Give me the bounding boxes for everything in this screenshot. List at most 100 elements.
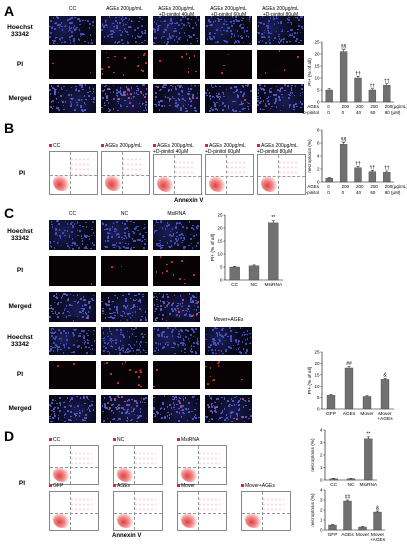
bar <box>268 222 279 281</box>
flow-scatter <box>225 159 247 178</box>
y-axis-label: PI+ (% of all) <box>307 366 313 394</box>
flow-h <box>242 512 290 514</box>
chart-d1: 0 1 2 3 4 necroptosis (%) ** CC NC MsiRNA <box>310 428 378 488</box>
flow-h <box>50 466 98 468</box>
y-tick-label: 0 <box>320 528 323 533</box>
bar <box>368 171 377 183</box>
legend-square-icon <box>257 144 260 148</box>
y-tick-label: 15 <box>217 239 223 244</box>
row-label: Hoechst 33342 <box>7 334 33 348</box>
bar <box>346 478 356 481</box>
bar <box>362 396 372 410</box>
micrograph-image <box>153 327 200 355</box>
y-tick-label: 15 <box>314 372 320 377</box>
bar <box>229 266 240 281</box>
row-label: Merged <box>8 405 32 412</box>
micrograph-image <box>49 361 96 389</box>
y-tick-label: 10 <box>217 252 223 257</box>
flow-blob <box>52 512 70 528</box>
y-tick-label: 10 <box>314 384 320 389</box>
y-tick-label: 0 <box>317 180 320 185</box>
x-tick-label: NC <box>348 482 355 488</box>
y-tick-label: 3 <box>320 498 323 503</box>
x-tick-label: GFP <box>326 411 336 417</box>
flow-v <box>198 446 200 484</box>
flow-h <box>178 466 226 468</box>
panel-letter-b: B <box>4 120 15 136</box>
y-tick-label: 3 <box>320 440 323 445</box>
row-label: Hoechst 33342 <box>7 228 33 242</box>
y-tick-label: 25 <box>314 350 320 355</box>
row-label: Hoechst 33342 <box>7 23 33 38</box>
bar <box>325 89 333 103</box>
column-header: AGEs 200μg/mL <box>106 6 143 12</box>
significance-mark: ## <box>345 495 351 501</box>
micrograph-image <box>101 327 148 355</box>
flow-cytometry-plot <box>205 154 254 195</box>
flow-scatter <box>69 157 91 176</box>
y-tick-label: 0 <box>320 478 323 483</box>
bar <box>354 167 362 183</box>
x-tick-label: CC <box>231 282 238 288</box>
flow-scatter <box>198 496 220 514</box>
flow-plot-title: GFP <box>49 483 63 489</box>
row-label: Merged <box>8 303 32 310</box>
row-label: PI <box>16 60 24 68</box>
flow-scatter <box>262 496 284 514</box>
flow-plot-title: CC <box>49 437 60 443</box>
bar <box>343 500 352 531</box>
x-tick-label: Mover <box>356 532 370 538</box>
significance-mark: ## <box>346 361 352 367</box>
y-tick-label: 20 <box>217 226 223 231</box>
y-tick-label: 25 <box>217 213 223 218</box>
flow-scatter <box>134 496 156 514</box>
micrograph-image <box>205 327 252 355</box>
significance-mark: §§ <box>341 137 347 143</box>
bar <box>358 526 367 531</box>
flow-cytometry-plot <box>177 491 227 531</box>
micrograph-image <box>257 84 304 113</box>
x-tick-label: Mover <box>360 411 374 417</box>
column-header: GFP <box>67 317 78 323</box>
micrograph-image <box>49 256 96 286</box>
flow-v <box>121 152 123 194</box>
flow-scatter <box>121 157 143 176</box>
y-axis-label: necroptosis (%) <box>310 493 316 527</box>
y-tick-label: 4 <box>317 154 320 159</box>
table-cell: 200 <box>356 184 364 189</box>
bar <box>383 172 391 183</box>
chart-c2: 0 5 10 15 20 25 PI+ (% of all) ## & GFP AGEs Mover M… <box>307 350 394 422</box>
table-cell: 40 <box>356 190 362 195</box>
y-tick-label: 15 <box>314 64 320 69</box>
column-header: AGEs 200μg/mL +D-pinitol 60μM <box>210 6 247 18</box>
table-cell: 200 <box>356 104 364 109</box>
flow-h <box>178 512 226 514</box>
flow-blob <box>180 466 198 482</box>
flow-blob <box>52 174 69 192</box>
y-tick-label: 6 <box>317 141 320 146</box>
table-cell: 200 <box>370 104 378 109</box>
bar <box>248 265 260 281</box>
flow-cytometry-plot <box>49 445 99 485</box>
row-label: PI <box>18 170 26 177</box>
bar <box>339 144 348 183</box>
flow-plot-title: AGEs 200μg/mL <box>101 143 142 149</box>
flow-plot-title: AGEs 200μg/mL +D-pinitol 80μM <box>257 143 298 155</box>
significance-mark: & <box>383 373 387 379</box>
micrograph-image <box>49 16 96 45</box>
flow-plot-title: Mover+AGEs <box>241 483 275 489</box>
table-cell: 200(μg/mL) <box>385 104 407 109</box>
flow-v <box>198 492 200 530</box>
flow-plot-title: MsiRNA <box>177 437 199 443</box>
flow-h <box>154 176 201 178</box>
micrograph-image <box>153 50 200 79</box>
micrograph-image <box>49 327 96 355</box>
flow-cytometry-plot <box>49 151 98 195</box>
significance-mark: †† <box>370 83 376 89</box>
y-tick-label: 4 <box>320 428 323 433</box>
y-tick-label: 5 <box>317 395 320 400</box>
micrograph-image <box>205 16 252 45</box>
